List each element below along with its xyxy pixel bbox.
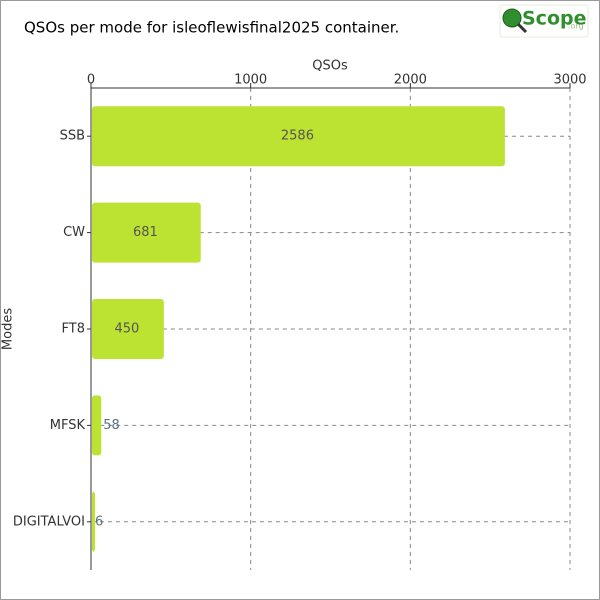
y-axis-label: Modes xyxy=(1,308,16,350)
y-tick-label: SSB xyxy=(60,129,85,144)
logo-globe xyxy=(502,8,522,28)
logo-text: Scope xyxy=(522,8,587,30)
value-label: 450 xyxy=(115,322,140,337)
logo-suffix: .org xyxy=(568,22,584,31)
logo-handle xyxy=(516,22,528,34)
y-tick-label: FT8 xyxy=(62,322,85,337)
chart-title: QSOs per mode for isleoflewisfinal2025 c… xyxy=(24,19,399,37)
y-tick-label: CW xyxy=(63,225,85,240)
x-axis-label: QSOs xyxy=(312,59,348,74)
x-tick-label: 2000 xyxy=(394,73,427,88)
y-tick-label: MFSK xyxy=(50,418,86,433)
bar xyxy=(92,299,164,359)
value-label: 58 xyxy=(103,418,120,433)
bar xyxy=(92,106,505,167)
bar xyxy=(92,491,95,552)
value-label: 681 xyxy=(133,225,158,240)
x-tick-label: 1000 xyxy=(234,73,267,88)
value-label: 6 xyxy=(95,514,103,529)
value-label: 2586 xyxy=(281,129,314,144)
y-tick-label: DIGITALVOI xyxy=(13,514,85,529)
bar xyxy=(92,202,201,263)
x-tick-label: 3000 xyxy=(553,73,586,88)
logo: Scope .org xyxy=(499,4,589,38)
x-tick-label: 0 xyxy=(87,73,95,88)
bar xyxy=(92,395,102,456)
